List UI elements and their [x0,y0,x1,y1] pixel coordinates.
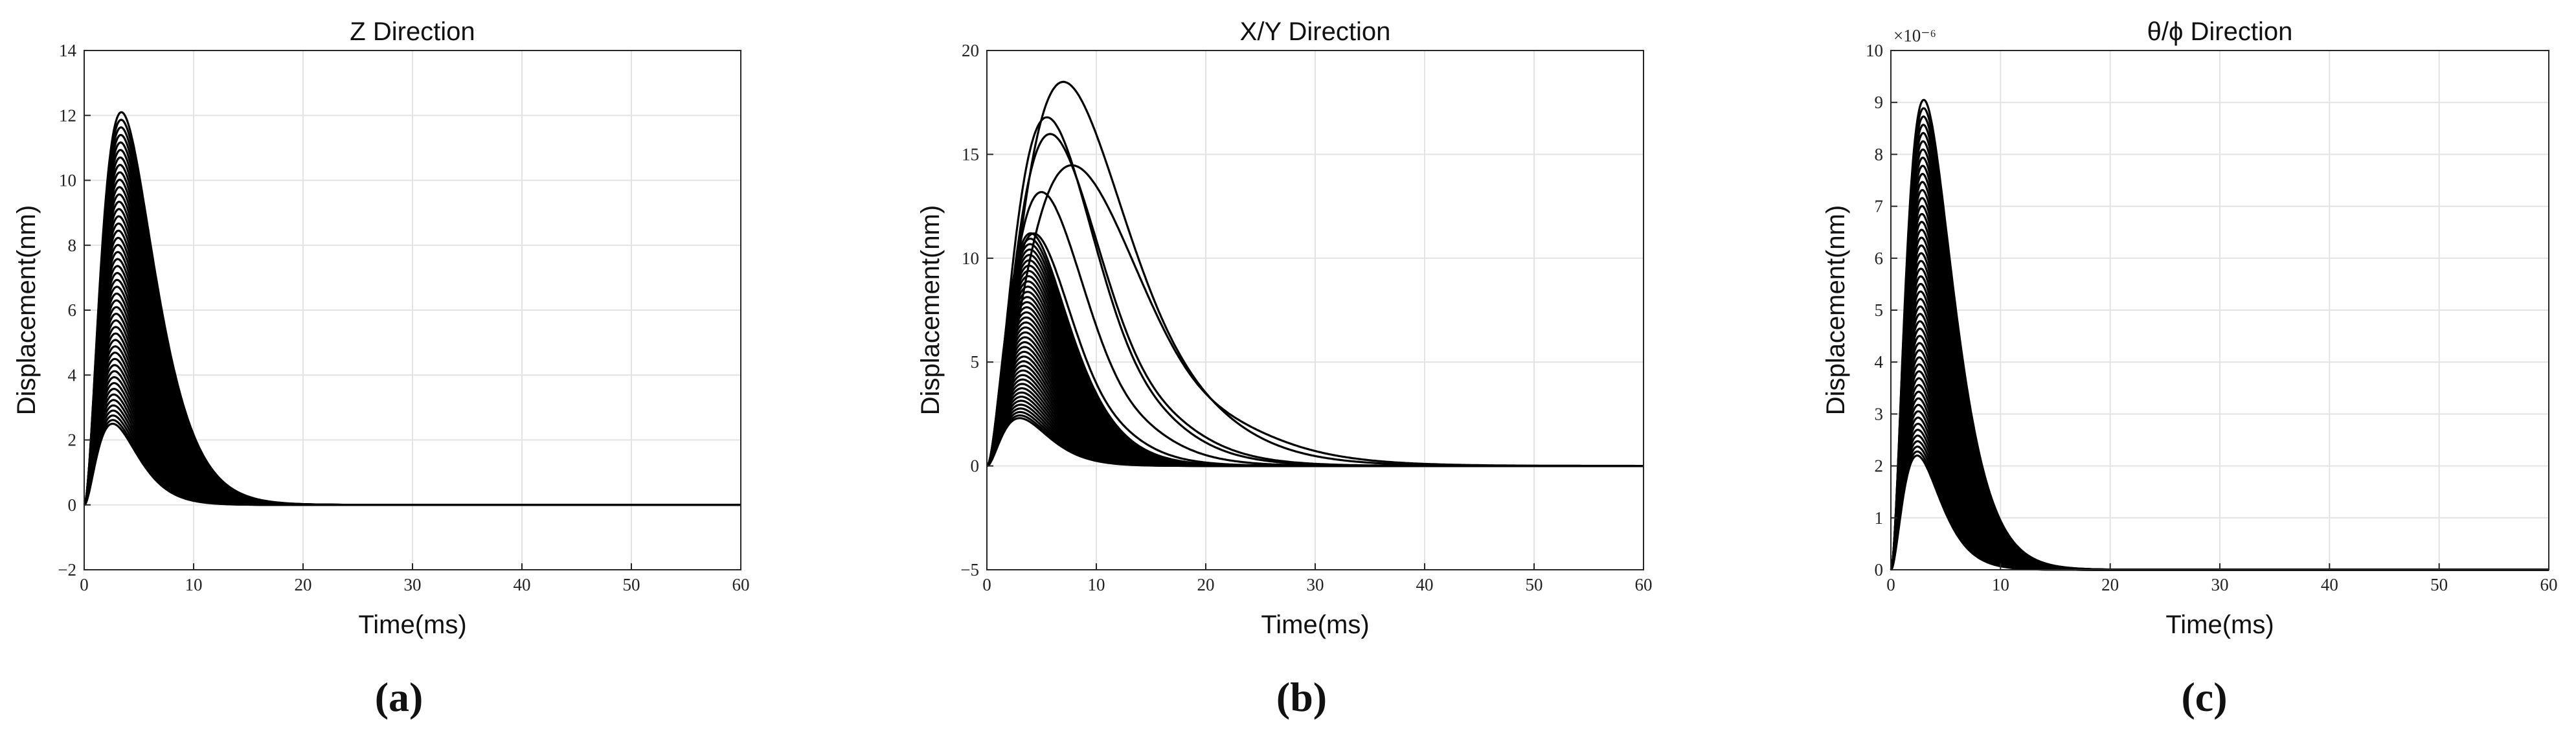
panel-b-xtick-label: 60 [1635,575,1653,594]
panel-b-xtick-label: 0 [982,575,991,594]
panel-c-ytick-label: 8 [1875,144,1884,164]
panel-a-ytick-label: 10 [59,171,76,190]
panel-a-xtick-label: 30 [404,575,422,594]
panel-b-ytick-label: 20 [962,41,979,60]
panel-c-xtick-label: 10 [1992,575,2009,594]
panel-c-ytick-label: 5 [1875,300,1884,320]
panel-a-title: Z Direction [350,17,475,46]
panel-b-xtick-label: 20 [1197,575,1215,594]
panel-b-ytick-label: 5 [971,352,980,372]
panel-a-caption: (a) [375,674,424,720]
panel-c-xtick-label: 0 [1886,575,1895,594]
panel-a-curves [83,111,741,506]
panel-c-title: θ/ϕ Direction [2147,17,2293,46]
panel-b-xtick-label: 40 [1416,575,1434,594]
panel-a-ytick-label: −2 [58,560,76,579]
panel-a-ytick-label: 2 [68,431,77,450]
panel-c-ytick-label: 2 [1875,456,1884,476]
panel-b-grid [987,51,1644,570]
panel-c-xlabel: Time(ms) [2165,611,2274,639]
panel-b-ylabel: Displacement(nm) [916,205,945,416]
panel-c-ytick-label: 9 [1875,93,1884,112]
panel-a-xtick-label: 60 [732,575,750,594]
panel-c-ytick-label: 1 [1875,508,1884,528]
panel-b-xlabel: Time(ms) [1261,611,1369,639]
panel-c-xtick-label: 40 [2321,575,2338,594]
panel-b-xtick-label: 30 [1307,575,1324,594]
panel-c-xtick-label: 30 [2211,575,2229,594]
panel-b-ytick-label: 0 [971,456,980,476]
panel-c-xtick-label: 60 [2540,575,2558,594]
panel-c-ytick-label: 4 [1875,352,1884,372]
panel-b-curves [986,80,1644,467]
panel-a-ytick-label: 0 [68,495,77,515]
panel-b-xtick-label: 50 [1526,575,1543,594]
panel-c-ylabel: Displacement(nm) [1822,205,1850,416]
panel-b-xtick-label: 10 [1088,575,1105,594]
panel-c-ticks: 0 10 20 30 40 50 60 0 1 2 3 4 5 6 7 8 9 10 [1866,41,2558,594]
panel-a-xtick-label: 50 [623,575,640,594]
panel-b-highlighted-line [986,232,1644,467]
panel-b-ytick-label: 10 [962,249,979,268]
panel-a-xtick-label: 40 [514,575,531,594]
panel-b-ytick-label: 15 [962,144,979,164]
panel-a-ylabel: Displacement(nm) [12,205,41,416]
panel-a-series-line [83,111,741,506]
panel-c-ytick-label: 7 [1875,197,1884,216]
panel-a-ytick-label: 14 [59,41,77,60]
panel-a-xtick-label: 0 [80,575,89,594]
panel-a-ytick-label: 12 [59,106,76,125]
panel-c-ytick-label: 3 [1875,404,1884,423]
panel-a-ytick-label: 8 [68,236,77,255]
panel-b-caption: (b) [1276,674,1327,720]
panel-b-title: X/Y Direction [1240,17,1391,46]
panel-c-ytick-label: 10 [1866,41,1883,60]
panel-a-xtick-label: 20 [295,575,312,594]
panel-a-xtick-label: 10 [185,575,203,594]
panel-c-caption: (c) [2181,674,2227,720]
panel-b-ytick-label: −5 [960,560,979,579]
panel-c-xtick-label: 20 [2101,575,2119,594]
panel-c-grid [1891,51,2549,570]
panel-a-ytick-label: 6 [68,300,77,320]
panel-c-ytick-label: 6 [1875,249,1884,268]
panel-c-y-multiplier: ×10⁻⁶ [1893,26,1936,45]
panel-c-xtick-label: 50 [2430,575,2448,594]
panel-a-ytick-label: 4 [68,365,77,385]
panel-a-xlabel: Time(ms) [358,611,466,639]
panel-c-ytick-label: 0 [1875,560,1884,579]
